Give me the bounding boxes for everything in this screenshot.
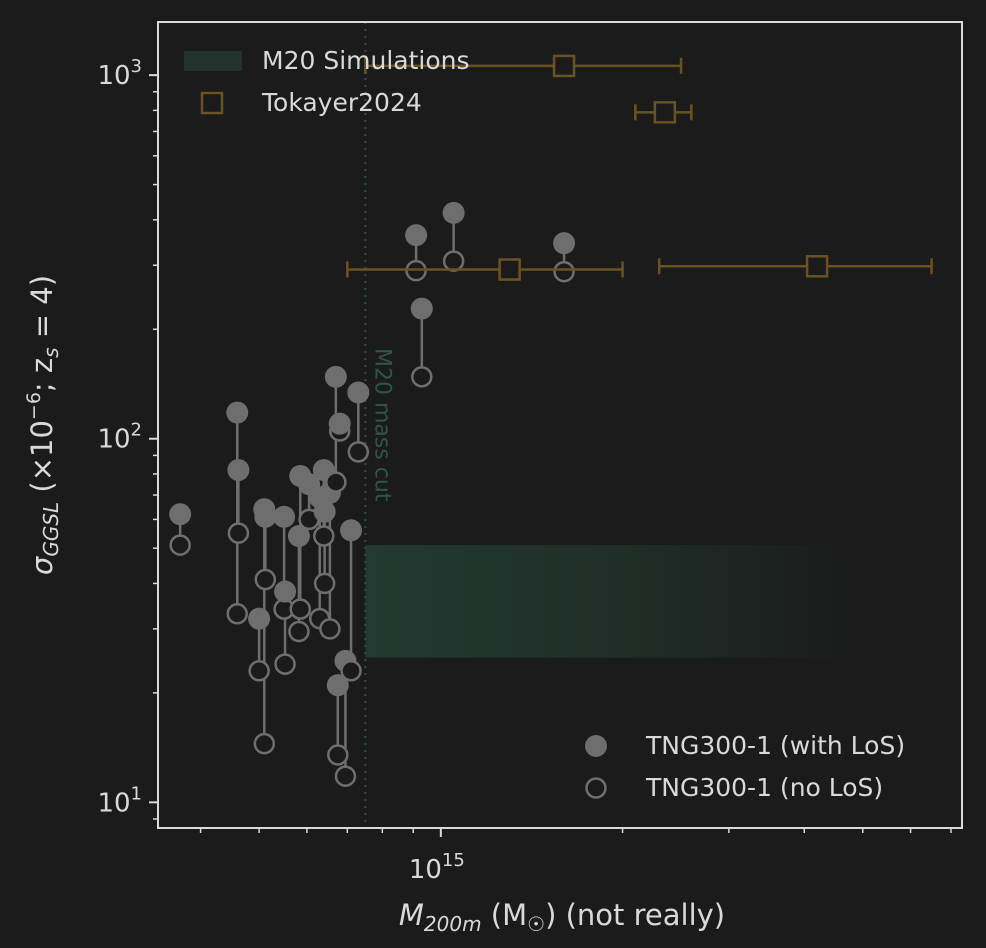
tng300-with-los-point-0 (169, 503, 192, 526)
tng300-with-los-point-17 (326, 674, 349, 697)
tng300-no-los-point-18 (334, 765, 357, 787)
tng300-no-los-point-8 (289, 598, 312, 620)
tng300-with-los-point-23 (442, 201, 465, 224)
m20-mass-cut-layer: M20 mass cut (364, 22, 394, 828)
tng300-no-los-point-0 (169, 534, 191, 556)
plot-frame (157, 21, 963, 829)
tng300-with-los-point-24 (553, 232, 576, 255)
legend-m20-label: M20 Simulations (262, 46, 470, 75)
tng300-no-los-point-1 (226, 603, 248, 625)
tng300-with-los-point-2 (227, 459, 250, 482)
tng300-no-los-point-19 (340, 660, 362, 682)
tng300-with-los-point-21 (405, 224, 428, 247)
y-tick-label-2: 103 (97, 56, 142, 91)
tokayer2024-point-2 (498, 258, 521, 281)
tng300-no-los-point-20 (347, 441, 370, 463)
tng300-with-los-point-19 (340, 519, 363, 542)
tng300-with-los-point-7 (274, 580, 297, 603)
tokayer2024-layer (346, 54, 933, 281)
legend-top: M20 Simulations Tokayer2024 (184, 46, 470, 117)
tng300-with-los-point-16 (328, 412, 351, 435)
m20-region-layer (365, 545, 858, 658)
tng300-no-los-point-5 (254, 568, 277, 591)
tokayer2024-point-3 (805, 255, 829, 278)
tng300-with-los-point-13 (313, 500, 336, 523)
tokayer2024-point-1 (653, 101, 677, 124)
tng300-with-los-point-1 (226, 401, 249, 424)
tng300-with-los-point-20 (347, 381, 370, 404)
legend-no-los-marker (585, 777, 607, 799)
tng300-no-los-point-2 (227, 522, 250, 544)
legend-with-los-marker (585, 735, 607, 757)
y-tick-label-0: 101 (97, 783, 142, 818)
tng300-no-los-point-4 (253, 732, 276, 755)
legend-bottom: TNG300-1 (with LoS) TNG300-1 (no LoS) (585, 731, 905, 802)
tng300-no-los-point-22 (411, 366, 433, 388)
tng300-no-los-point-13 (313, 572, 336, 595)
tng300-no-los-point-14 (319, 618, 341, 640)
tng300-with-los-point-3 (248, 607, 271, 630)
axis-ticks-layer: 101 102 103 1015 (97, 56, 952, 885)
legend-with-los-label: TNG300-1 (with LoS) (645, 731, 905, 760)
tng300-no-los-point-9 (288, 620, 310, 643)
tokayer2024-point-0 (552, 54, 576, 78)
tng300-no-los-point-12 (313, 525, 335, 547)
m20-simulations-region (365, 545, 858, 658)
x-axis-label: M200m (M☉) (not really) (399, 898, 725, 936)
tng300-no-los-point-17 (327, 744, 349, 766)
tng300-with-los-point-15 (324, 365, 347, 388)
tng300-with-los-point-5 (254, 505, 277, 528)
tng300-no-los-point-3 (248, 660, 270, 682)
tng300-points-layer (169, 201, 576, 787)
tng300-with-los-point-9 (287, 525, 310, 548)
tng300-no-los-point-15 (325, 471, 347, 493)
tng300-with-los-point-22 (410, 297, 433, 320)
y-tick-label-1: 102 (97, 420, 142, 455)
y-axis-label: σGGSL (×10−6; zs = 4) (23, 275, 63, 575)
tng300-no-los-point-7 (274, 653, 296, 675)
tng300-no-los-point-23 (442, 250, 465, 272)
tng300-no-los-point-24 (553, 260, 575, 283)
legend-no-los-label: TNG300-1 (no LoS) (645, 773, 883, 802)
legend-tokayer-marker (200, 91, 224, 115)
legend-tokayer-label: Tokayer2024 (261, 88, 422, 117)
tng300-with-los-point-6 (273, 505, 296, 528)
m20-mass-cut-label: M20 mass cut (369, 348, 394, 502)
legend-m20-patch (184, 51, 242, 71)
x-tick-label-0: 1015 (409, 850, 465, 885)
